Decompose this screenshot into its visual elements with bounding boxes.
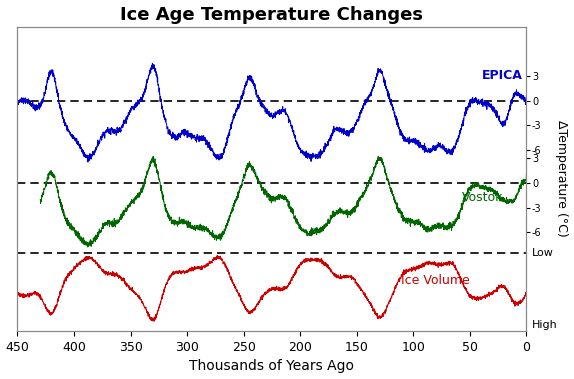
- Text: High: High: [532, 320, 557, 330]
- Text: Low: Low: [532, 248, 553, 258]
- Title: Ice Age Temperature Changes: Ice Age Temperature Changes: [121, 6, 424, 23]
- Text: EPICA: EPICA: [482, 69, 523, 82]
- Y-axis label: ΔTemperature (°C): ΔTemperature (°C): [556, 121, 568, 237]
- Text: Vostok: Vostok: [463, 191, 504, 204]
- X-axis label: Thousands of Years Ago: Thousands of Years Ago: [189, 359, 354, 373]
- Text: Ice Volume: Ice Volume: [401, 274, 470, 287]
